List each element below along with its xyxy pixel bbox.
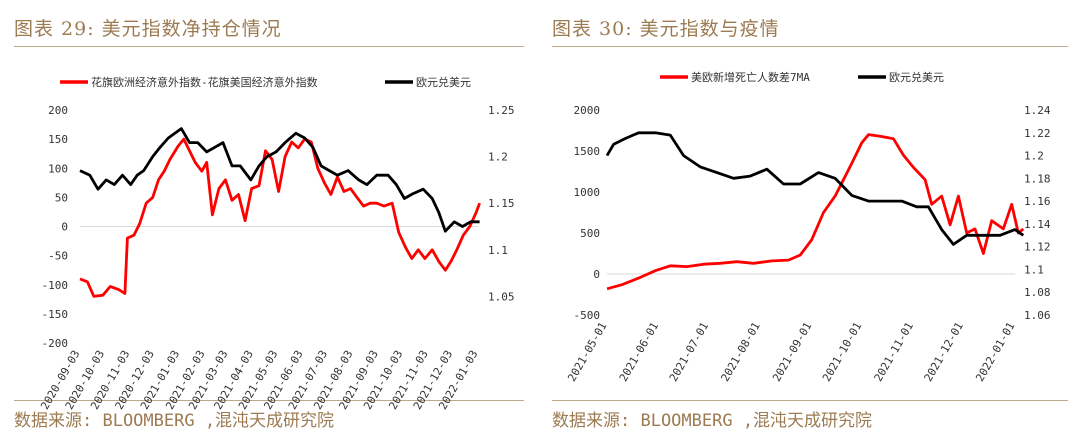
- right-left-axis-tick: 0: [593, 268, 600, 281]
- left-chart-title: 图表 29: 美元指数净持仓情况: [14, 18, 282, 40]
- right-legend-label: 美欧新增死亡人数差7MA: [691, 70, 810, 84]
- right-chart-title: 图表 30: 美元指数与疫情: [552, 18, 780, 40]
- left-left-axis-tick: 150: [48, 133, 68, 146]
- right-x-axis-tick: 2021-06-01: [617, 320, 661, 384]
- right-series-line: [606, 133, 1025, 291]
- right-x-axis-tick: 2021-07-01: [667, 320, 711, 384]
- right-right-axis-tick: 1.1: [1024, 263, 1044, 276]
- right-footer-divider: [552, 400, 1068, 401]
- right-x-axis-tick: 2021-10-01: [820, 320, 864, 384]
- left-source-note: 数据来源: BLOOMBERG ,混沌天成研究院: [14, 411, 335, 431]
- left-right-axis-tick: 1.05: [488, 290, 515, 303]
- left-left-axis-tick: 200: [48, 104, 68, 117]
- right-right-axis-tick: 1.12: [1024, 241, 1051, 254]
- right-right-axis-tick: 1.14: [1024, 218, 1051, 231]
- right-right-axis-tick: 1.08: [1024, 286, 1051, 299]
- left-footer-divider: [14, 400, 524, 401]
- right-right-axis-tick: 1.16: [1024, 195, 1051, 208]
- left-left-axis-tick: -50: [48, 250, 68, 263]
- left-left-axis-tick: 0: [61, 221, 68, 234]
- right-left-axis-tick: 1000: [574, 186, 601, 199]
- right-right-axis-tick: 1.2: [1024, 150, 1044, 163]
- left-left-axis-tick: -150: [42, 308, 69, 321]
- right-right-axis-tick: 1.06: [1024, 309, 1051, 322]
- left-series-line: [79, 127, 480, 233]
- right-x-axis-tick: 2021-12-01: [922, 320, 966, 384]
- left-header-divider: [14, 46, 524, 47]
- right-left-axis-tick: 500: [580, 227, 600, 240]
- right-x-axis-tick: 2021-05-01: [565, 320, 609, 384]
- right-right-axis-tick: 1.22: [1024, 127, 1051, 140]
- left-right-axis-tick: 1.1: [488, 244, 508, 257]
- right-right-axis-tick: 1.24: [1024, 104, 1051, 117]
- left-legend-label: 欧元兑美元: [416, 75, 471, 89]
- right-legend-label: 欧元兑美元: [889, 70, 944, 84]
- left-right-axis-tick: 1.15: [488, 197, 515, 210]
- left-legend-label: 花旗欧洲经济意外指数-花旗美国经济意外指数: [91, 75, 318, 89]
- left-left-axis-tick: 50: [55, 191, 68, 204]
- left-right-axis-tick: 1.2: [488, 151, 508, 164]
- left-series-line: [79, 137, 481, 298]
- right-x-axis-tick: 2021-09-01: [770, 320, 814, 384]
- left-left-axis-tick: -100: [42, 279, 69, 292]
- right-header-divider: [552, 46, 1068, 47]
- left-left-axis-tick: -200: [42, 337, 69, 350]
- right-series-line: [605, 131, 1025, 246]
- right-source-note: 数据来源: BLOOMBERG ,混沌天成研究院: [552, 411, 873, 431]
- left-right-axis-tick: 1.25: [488, 104, 515, 117]
- right-x-axis-tick: 2022-01-01: [973, 320, 1017, 384]
- right-x-axis-tick: 2021-08-01: [718, 320, 762, 384]
- left-left-axis-tick: 100: [48, 162, 68, 175]
- right-x-axis-tick: 2021-11-01: [872, 320, 916, 384]
- right-left-axis-tick: 1500: [574, 145, 601, 158]
- right-right-axis-tick: 1.18: [1024, 172, 1051, 185]
- right-left-axis-tick: 2000: [574, 104, 601, 117]
- right-left-axis-tick: -500: [574, 309, 601, 322]
